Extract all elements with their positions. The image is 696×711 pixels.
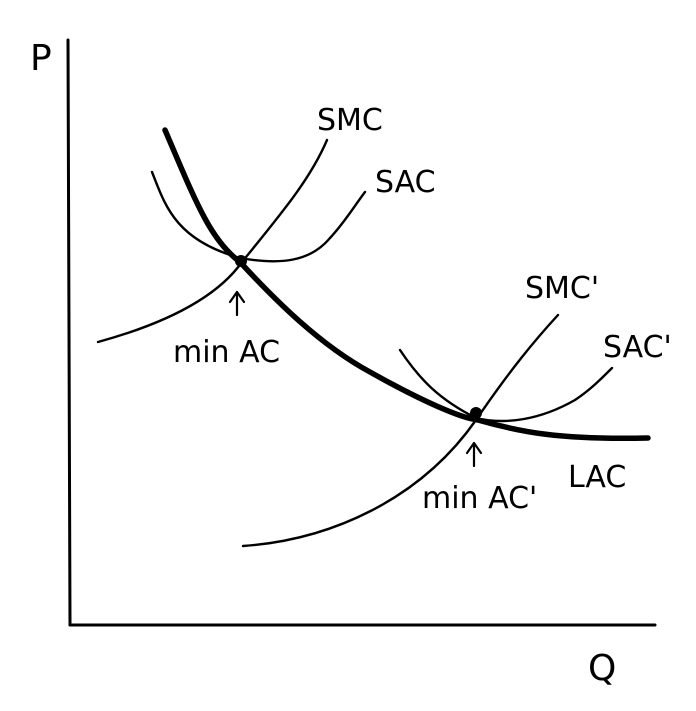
lac-label: LAC	[568, 460, 626, 495]
sac-label-1: SAC	[375, 165, 436, 200]
sac-curve-2	[398, 348, 614, 423]
min-ac-label-1: min AC	[173, 335, 280, 370]
x-axis-label: Q	[588, 648, 616, 689]
min-ac-point-1	[235, 255, 247, 267]
smc-label-2: SMC'	[525, 271, 599, 306]
y-axis	[66, 38, 72, 627]
min-ac-point-2	[470, 407, 482, 419]
min-ac-arrow-2	[465, 441, 483, 468]
sac-curve-1	[150, 170, 367, 263]
smc-label-1: SMC	[317, 103, 383, 138]
y-axis-label: P	[30, 38, 52, 79]
min-ac-label-2: min AC'	[422, 481, 537, 516]
sac-label-2: SAC'	[603, 330, 672, 365]
lac-curve	[162, 127, 651, 442]
smc-curve-2	[241, 313, 560, 548]
min-ac-arrow-1	[228, 290, 246, 317]
